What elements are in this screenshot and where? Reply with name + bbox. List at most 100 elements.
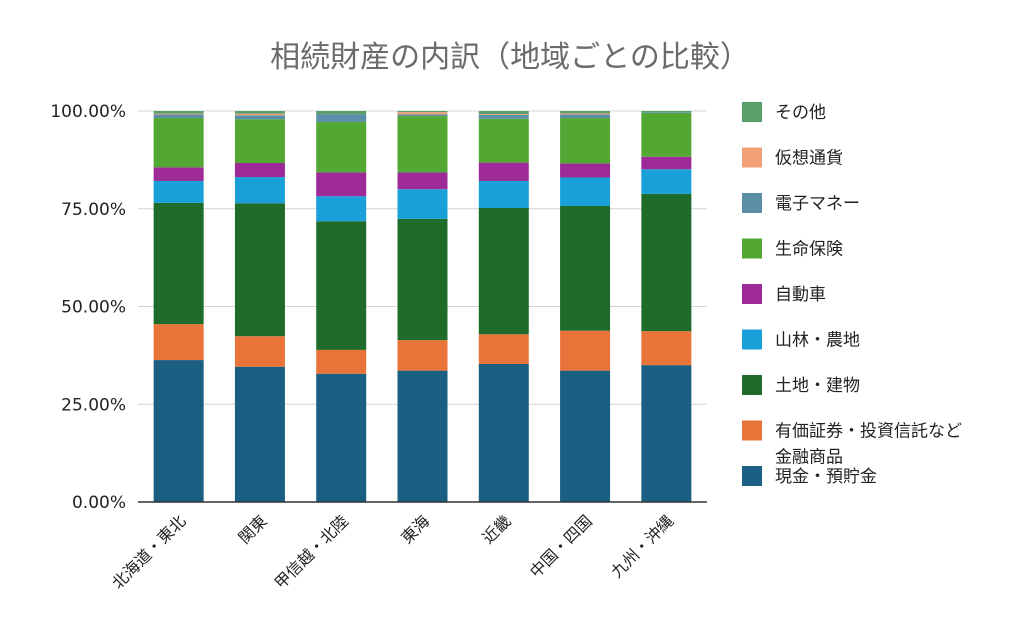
bar-segment (397, 172, 448, 190)
y-tick-label: 25.00% (61, 395, 126, 415)
bar-segment (560, 111, 611, 114)
x-tick-label: 近畿 (479, 511, 515, 547)
x-tick-label: 北海道・東北 (108, 511, 189, 592)
bar-segment (234, 203, 285, 337)
legend-item: 有価証券・投資信託など金融商品 (742, 420, 962, 468)
legend-label: その他 (775, 103, 826, 123)
bar-segment (153, 114, 204, 119)
x-tick-label: 甲信越・北陸 (271, 511, 352, 592)
bar-segment (397, 112, 448, 115)
bar-segment (234, 113, 285, 116)
legend-label: 自動車 (775, 285, 826, 305)
bar-segment (316, 349, 367, 374)
bar-segment (478, 114, 529, 115)
chart-title: 相続財産の内訳（地域ごとの比較） (270, 40, 750, 75)
bar-segment (478, 162, 529, 181)
legend-item: 山林・農地 (742, 329, 860, 351)
bar-segment (478, 207, 529, 335)
bar-segment (560, 206, 611, 331)
legend-swatch (742, 193, 762, 213)
bar-stack (153, 111, 204, 502)
bar-segment (234, 119, 285, 164)
bar-segment (641, 111, 692, 113)
bar-segment (478, 363, 529, 502)
bar-segment (234, 163, 285, 178)
legend-swatch (742, 420, 762, 441)
bar-segment (641, 331, 692, 366)
bar-segment (153, 360, 204, 502)
legend-swatch (742, 329, 762, 350)
legend-item: 自動車 (742, 284, 826, 305)
legend-label: 土地・建物 (775, 376, 860, 396)
bar-segment (153, 118, 204, 168)
bar-segment (153, 111, 204, 114)
x-axis-ticks: 北海道・東北 関東 甲信越・北陸 東海 近畿 中国・四国 九州・沖縄 (108, 511, 677, 592)
y-axis-ticks: 0.00% 25.00% 50.00% 75.00% 100.00% (50, 102, 126, 513)
bar-stack (560, 111, 611, 502)
y-tick-label: 100.00% (50, 102, 126, 122)
bar-segment (478, 180, 529, 208)
bar-segment (641, 365, 692, 502)
bar-segment (560, 118, 611, 164)
bar-segment (316, 114, 367, 122)
bar-segment (153, 180, 204, 203)
bar-segment (560, 163, 611, 178)
bar-stack (316, 111, 367, 502)
bar-segment (397, 218, 448, 341)
bar-segment (397, 116, 448, 173)
legend-label: 現金・預貯金 (775, 467, 877, 487)
legend-item: 生命保険 (742, 238, 843, 260)
legend-swatch (742, 102, 762, 122)
y-tick-label: 0.00% (72, 493, 126, 513)
legend: その他仮想通貨電子マネー生命保険自動車山林・農地土地・建物有価証券・投資信託など… (742, 102, 962, 487)
legend-swatch (742, 375, 762, 395)
bar-segment (560, 114, 611, 119)
x-tick-label: 東海 (397, 511, 433, 547)
legend-item: 現金・預貯金 (742, 466, 877, 487)
x-tick-label: 関東 (235, 511, 271, 547)
legend-item: 仮想通貨 (742, 147, 843, 169)
legend-label: 山林・農地 (775, 331, 860, 351)
bar-segment (397, 189, 448, 219)
x-tick-label: 九州・沖縄 (607, 511, 677, 581)
bar-segment (153, 167, 204, 181)
y-tick-label: 50.00% (61, 298, 126, 318)
bar-segment (397, 111, 448, 113)
bar-segment (641, 112, 692, 157)
bar-segment (234, 366, 285, 502)
bar-segment (234, 177, 285, 204)
bar-segment (478, 114, 529, 119)
legend-swatch (742, 466, 762, 486)
bar-segment (560, 113, 611, 115)
legend-item: 電子マネー (742, 193, 860, 214)
bar-segment (316, 196, 367, 222)
legend-label: 電子マネー (775, 194, 860, 214)
bar-segment (397, 370, 448, 502)
bar-stack (641, 111, 692, 502)
bar-segment (397, 340, 448, 371)
legend-label: 有価証券・投資信託など金融商品 (775, 422, 962, 468)
bar-segment (316, 111, 367, 115)
bar-segment (641, 169, 692, 194)
legend-item: 土地・建物 (742, 375, 860, 396)
bar-segment (641, 112, 692, 113)
bar-segment (397, 114, 448, 117)
bar-stack (478, 111, 529, 502)
bar-stack (397, 111, 448, 502)
bar-segment (234, 336, 285, 367)
bar-segment (153, 202, 204, 325)
x-tick-label: 中国・四国 (526, 511, 596, 581)
bar-segment (478, 111, 529, 115)
bar-segment (478, 334, 529, 364)
bar-segment (316, 373, 367, 502)
bar-segment (316, 221, 367, 350)
bar-stack (234, 111, 285, 502)
bar-segment (560, 177, 611, 207)
y-tick-label: 75.00% (61, 200, 126, 220)
legend-label: 仮想通貨 (775, 149, 843, 169)
bar-segment (316, 172, 367, 197)
legend-swatch (742, 284, 762, 304)
bar-segment (641, 193, 692, 332)
legend-swatch (742, 238, 762, 259)
